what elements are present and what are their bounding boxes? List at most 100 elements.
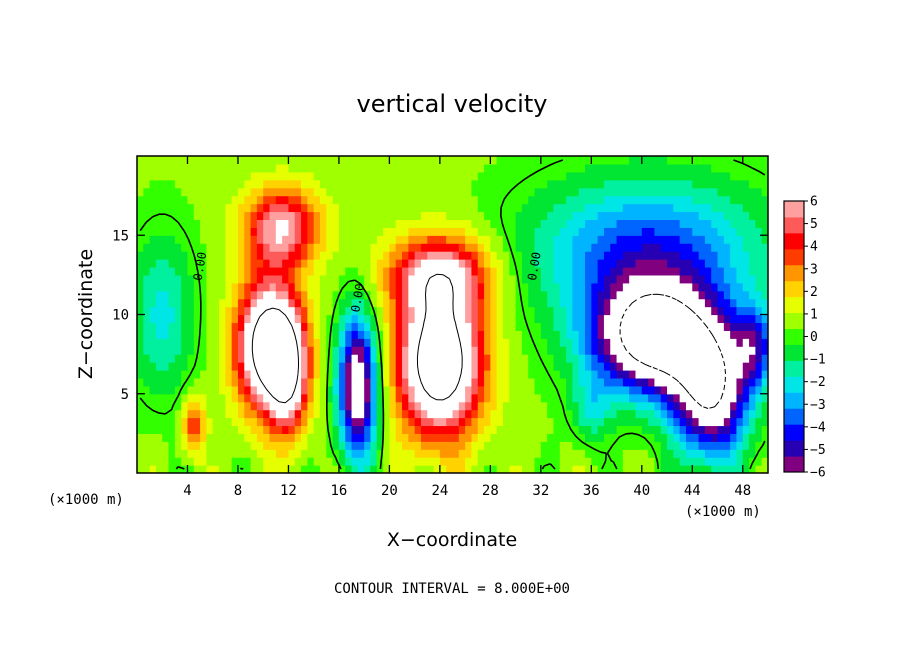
heatmap-cell — [477, 203, 485, 213]
heatmap-cell — [452, 465, 460, 473]
heatmap-cell — [704, 306, 712, 316]
heatmap-cell — [433, 449, 441, 458]
heatmap-cell — [282, 306, 290, 316]
colorbar-swatch — [784, 280, 804, 298]
heatmap-cell — [667, 346, 674, 355]
heatmap-cell — [319, 195, 327, 205]
heatmap-cell — [654, 203, 662, 213]
heatmap-cell — [477, 195, 485, 205]
heatmap-cell — [219, 282, 226, 292]
heatmap-cell — [591, 219, 599, 228]
heatmap-cell — [319, 441, 327, 450]
heatmap-cell — [742, 449, 750, 458]
heatmap-cell — [219, 298, 226, 308]
heatmap-cell — [547, 171, 555, 181]
heatmap-cell — [484, 156, 491, 165]
heatmap-cell — [591, 298, 599, 308]
heatmap-cell — [250, 259, 258, 268]
heatmap-cell — [641, 330, 649, 339]
heatmap-cell — [502, 457, 510, 466]
heatmap-cell — [698, 449, 706, 458]
heatmap-cell — [193, 409, 201, 419]
heatmap-cell — [641, 274, 649, 284]
heatmap-cell — [244, 457, 252, 466]
heatmap-cell — [660, 457, 668, 466]
heatmap-cell — [534, 417, 542, 427]
heatmap-cell — [528, 163, 536, 173]
heatmap-cell — [597, 211, 605, 220]
heatmap-cell — [420, 465, 428, 473]
heatmap-cell — [332, 377, 340, 387]
heatmap-cell — [282, 433, 290, 442]
heatmap-cell — [515, 235, 523, 244]
colorbar-swatch — [784, 201, 804, 218]
heatmap-cell — [629, 235, 637, 244]
heatmap-cell — [717, 266, 725, 276]
heatmap-cell — [370, 211, 378, 220]
heatmap-cell — [149, 298, 157, 308]
heatmap-cell — [282, 409, 290, 419]
heatmap-cell — [332, 362, 340, 371]
heatmap-cell — [212, 377, 220, 387]
heatmap-cell — [149, 385, 157, 395]
heatmap-cell — [181, 409, 189, 419]
heatmap-cell — [509, 195, 517, 205]
heatmap-cell — [193, 441, 201, 450]
heatmap-cell — [395, 290, 403, 300]
heatmap-cell — [528, 393, 536, 403]
heatmap-cell — [275, 322, 283, 331]
heatmap-cell — [206, 385, 214, 395]
heatmap-cell — [427, 369, 435, 379]
heatmap-cell — [383, 195, 390, 205]
heatmap-cell — [313, 163, 321, 173]
heatmap-cell — [269, 290, 277, 300]
heatmap-cell — [237, 290, 245, 300]
heatmap-cell — [578, 385, 586, 395]
heatmap-cell — [174, 259, 182, 268]
heatmap-cell — [692, 393, 700, 403]
heatmap-cell — [313, 433, 321, 442]
heatmap-cell — [559, 306, 567, 316]
heatmap-cell — [692, 377, 700, 387]
heatmap-cell — [155, 330, 163, 339]
heatmap-cell — [711, 465, 719, 473]
heatmap-cell — [319, 433, 327, 442]
heatmap-cell — [307, 171, 315, 181]
heatmap-cell — [433, 401, 441, 411]
heatmap-cell — [717, 163, 725, 173]
heatmap-cell — [338, 290, 346, 300]
heatmap-cell — [414, 219, 422, 228]
heatmap-cell — [521, 298, 529, 308]
heatmap-cell — [420, 377, 428, 387]
heatmap-cell — [427, 298, 435, 308]
heatmap-cell — [357, 179, 365, 189]
heatmap-cell — [490, 362, 498, 371]
heatmap-cell — [206, 409, 214, 419]
heatmap-cell — [502, 465, 510, 473]
heatmap-cell — [578, 259, 586, 268]
heatmap-cell — [667, 179, 674, 189]
heatmap-cell — [332, 449, 340, 458]
heatmap-cell — [465, 298, 473, 308]
heatmap-cell — [730, 306, 738, 316]
heatmap-cell — [433, 203, 441, 213]
heatmap-cell — [319, 306, 327, 316]
heatmap-cell — [698, 211, 706, 220]
heatmap-cell — [667, 290, 674, 300]
heatmap-cell — [231, 179, 239, 189]
heatmap-cell — [534, 385, 542, 395]
heatmap-cell — [572, 274, 580, 284]
heatmap-cell — [679, 425, 687, 434]
heatmap-cell — [162, 274, 170, 284]
heatmap-cell — [376, 179, 384, 189]
heatmap-cell — [698, 417, 706, 427]
heatmap-cell — [641, 171, 649, 181]
heatmap-cell — [679, 322, 687, 331]
heatmap-cell — [452, 211, 460, 220]
heatmap-cell — [332, 401, 340, 411]
heatmap-cell — [446, 156, 454, 165]
heatmap-cell — [654, 219, 662, 228]
heatmap-cell — [704, 338, 712, 347]
heatmap-cell — [578, 465, 586, 473]
heatmap-cell — [357, 251, 365, 260]
